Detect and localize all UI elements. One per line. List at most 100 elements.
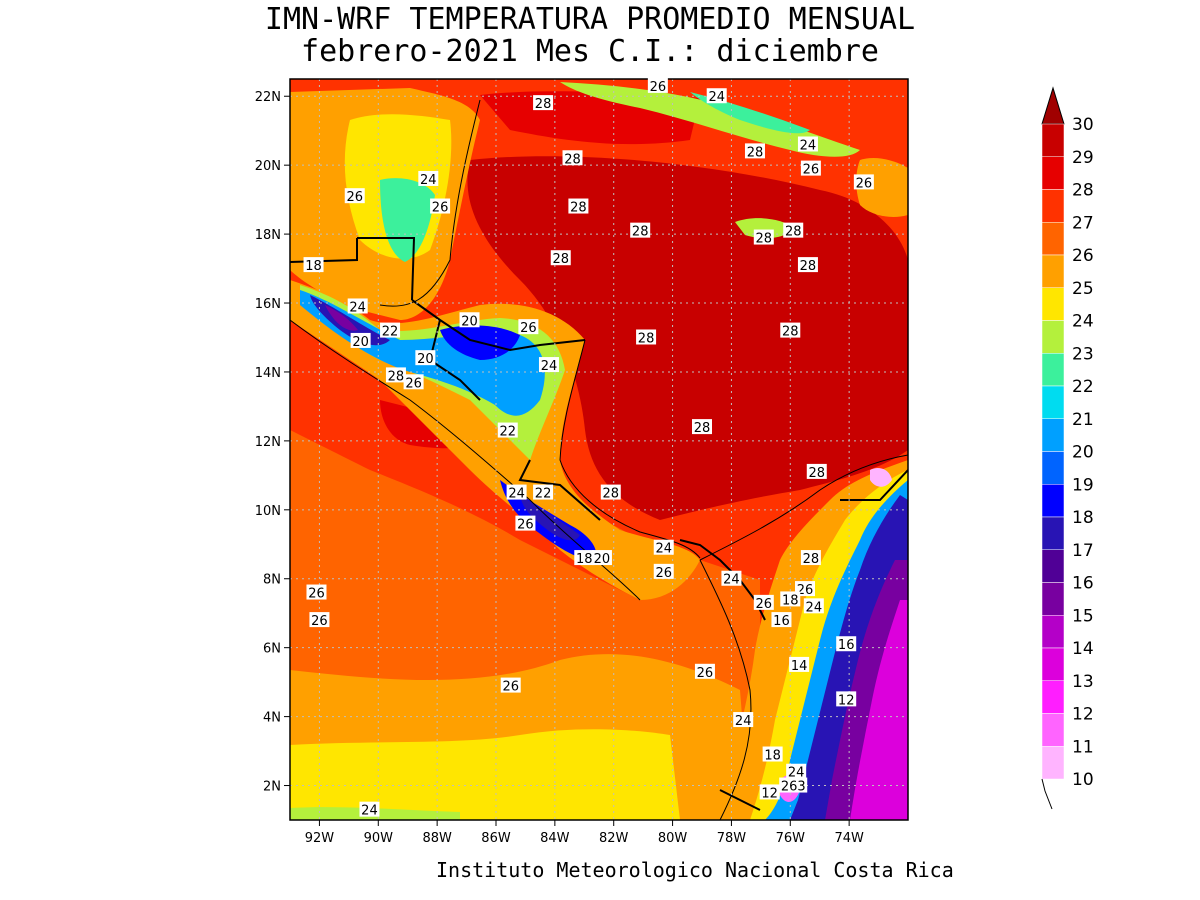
map-title-line-2: febrero-2021 Mes C.I.: diciembre — [301, 34, 879, 69]
colorbar-label: 19 — [1072, 475, 1094, 495]
contour-label-box — [806, 463, 827, 479]
contour-label-box — [533, 484, 554, 500]
longitude-axis: 92W 90W 88W 86W 84W 82W 80W 78W 76W 74W — [305, 820, 864, 846]
colorbar-label: 28 — [1072, 181, 1094, 201]
contour-label-box — [550, 250, 571, 266]
contour-label-box — [836, 691, 857, 707]
temperature-field — [290, 79, 908, 820]
contour-label-box — [783, 222, 804, 238]
contour-label: 28 — [808, 466, 825, 481]
contour-label-box — [562, 150, 583, 166]
colorbar-swatch — [1041, 647, 1065, 681]
contour-label: 26 — [756, 597, 773, 612]
contour-label: 28 — [694, 421, 711, 436]
contour-label: 20 — [352, 335, 369, 350]
lat-tick-label: 20N — [255, 159, 281, 174]
contour-label-box — [497, 422, 518, 438]
contour-label-box — [753, 594, 774, 610]
contour-label-box — [591, 550, 612, 566]
colorbar-label: 10 — [1072, 770, 1094, 790]
colorbar-swatch — [1041, 320, 1065, 354]
contour-label-box — [800, 160, 821, 176]
contour-label-box — [350, 332, 371, 348]
contour-label: 24 — [735, 714, 752, 729]
contour-label: 18 — [305, 259, 322, 274]
colorbar-label: 12 — [1072, 705, 1094, 725]
colorbar-swatch — [1041, 222, 1065, 256]
contour-label-box — [630, 222, 651, 238]
contour-label-box — [385, 367, 406, 383]
colorbar-label: 15 — [1072, 606, 1094, 626]
contour-label-box — [753, 229, 774, 245]
contour-label: 22 — [499, 425, 516, 440]
lon-tick-label: 88W — [422, 831, 452, 846]
contour-label-box — [733, 712, 754, 728]
colorbar-swatch — [1041, 353, 1065, 387]
contour-label: 28 — [602, 487, 619, 502]
contour-label-box — [359, 801, 380, 817]
colorbar-label: 16 — [1072, 574, 1094, 594]
contour-label-box — [636, 329, 657, 345]
contour-label: 26 — [856, 176, 873, 191]
colorbar-swatch — [1041, 123, 1065, 157]
contour-label: 26 — [308, 587, 325, 602]
contour-label-box — [759, 784, 780, 800]
contour-label: 24 — [788, 766, 805, 781]
contour-label-box — [647, 77, 668, 93]
contour-label-box — [692, 419, 712, 435]
contour-label-box — [789, 656, 810, 672]
colorbar-label: 29 — [1072, 148, 1094, 168]
contour-label-box — [306, 584, 327, 600]
contour-label-box — [803, 598, 824, 614]
contour-label: 28 — [803, 552, 820, 567]
credit-text: Instituto Meteorologico Nacional Costa R… — [436, 858, 954, 882]
contour-label-box — [344, 188, 365, 204]
contour-label-box — [459, 312, 480, 328]
contour-label: 24 — [806, 600, 823, 615]
contour-label: 22 — [535, 487, 552, 502]
contour-label: 26 — [797, 583, 814, 598]
contour-label: 28 — [782, 325, 799, 340]
contour-label-box — [771, 612, 792, 628]
lat-tick-label: 16N — [255, 297, 281, 312]
contour-label-box — [533, 95, 554, 111]
colorbar-label: 25 — [1072, 279, 1094, 299]
contour-label: 20 — [417, 352, 434, 367]
colorbar-swatch — [1041, 451, 1065, 485]
colorbar-swatch — [1041, 549, 1065, 583]
colorbar-swatch — [1041, 713, 1065, 747]
contour-label: 24 — [800, 138, 817, 153]
contour-label: 18 — [782, 593, 799, 608]
contour-label-box — [518, 319, 539, 335]
colorbar-label: 30 — [1072, 115, 1094, 135]
colorbar-swatch — [1041, 189, 1065, 223]
contour-label-box — [653, 563, 674, 579]
contour-label: 28 — [564, 152, 581, 167]
contour-label: 26 — [520, 321, 537, 336]
contour-label: 28 — [570, 201, 587, 216]
contour-label-box — [694, 663, 715, 679]
contour-label-box — [418, 170, 439, 186]
colorbar-swatch — [1041, 287, 1065, 321]
contour-label-box — [403, 374, 424, 390]
lon-tick-label: 92W — [305, 831, 335, 846]
contour-label: 26 — [346, 190, 363, 205]
contour-label: 28 — [632, 225, 649, 240]
lat-tick-label: 2N — [263, 780, 281, 795]
colorbar-label: 17 — [1072, 541, 1094, 561]
contour-label: 26 — [697, 666, 714, 681]
contour-label-box — [538, 357, 559, 373]
contour-label-box — [430, 198, 451, 214]
contour-label: 26 — [517, 518, 534, 533]
contour-label-box — [568, 198, 589, 214]
contour-label: 263 — [781, 780, 806, 795]
contour-label: 24 — [349, 300, 366, 315]
colorbar-bottom-arrow — [1041, 778, 1053, 810]
contour-label-box — [515, 515, 536, 531]
contour-label-box — [309, 612, 330, 628]
lon-tick-label: 74W — [834, 831, 864, 846]
lat-tick-label: 10N — [255, 504, 281, 519]
colorbar: 30 29 28 27 26 25 24 23 22 21 20 19 18 17 16 15 14 13 12 11… — [1041, 86, 1094, 810]
lat-tick-label: 18N — [255, 228, 281, 243]
